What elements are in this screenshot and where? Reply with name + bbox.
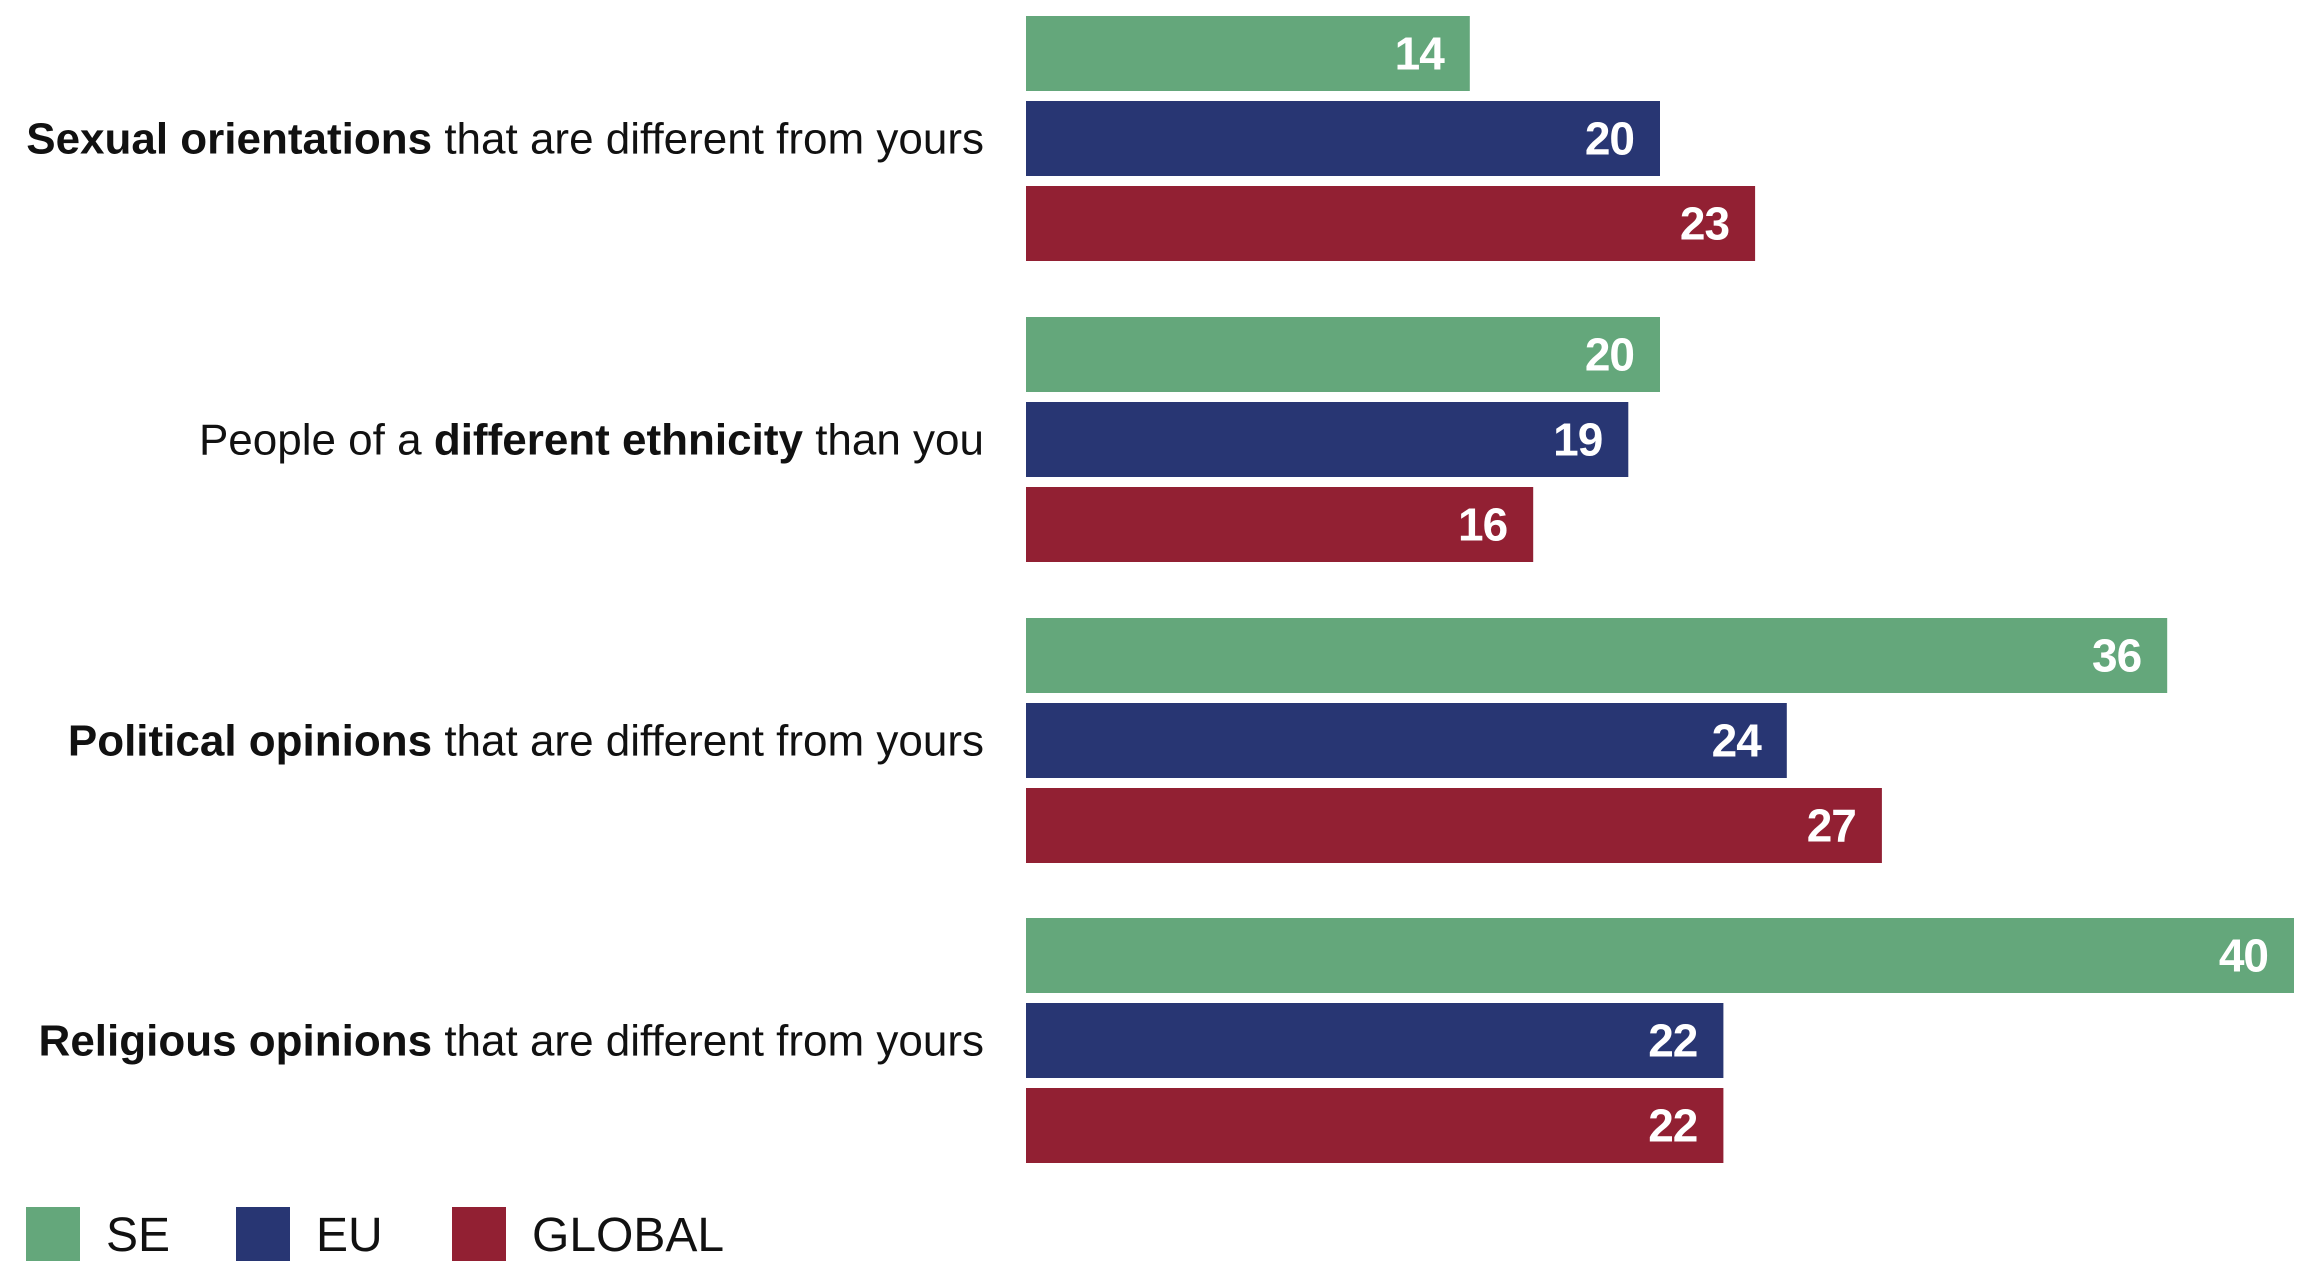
category-label-2-part-1: People of a xyxy=(199,416,434,465)
data-label-eu-3: 24 xyxy=(1712,715,1763,767)
category-label-2: People of a different ethnicity than you xyxy=(199,416,984,465)
bar-eu-2 xyxy=(1026,402,1629,477)
bar-se-1 xyxy=(1026,16,1470,91)
data-label-se-3: 36 xyxy=(2092,630,2141,682)
legend-swatch-se xyxy=(26,1207,80,1261)
data-label-eu-1: 20 xyxy=(1585,113,1634,165)
category-labels: Sexual orientations that are different f… xyxy=(26,115,984,1066)
legend-swatch-eu xyxy=(236,1207,290,1261)
category-label-2-part-2: different ethnicity xyxy=(434,416,804,465)
category-label-1-part-1: Sexual orientations xyxy=(26,115,432,164)
bar-global-1 xyxy=(1026,186,1756,261)
category-label-3-part-2: that are different from yours xyxy=(432,717,984,766)
legend: SE EU GLOBAL xyxy=(26,1207,724,1262)
bar-eu-4 xyxy=(1026,1003,1724,1078)
bar-global-2 xyxy=(1026,487,1534,562)
bar-eu-3 xyxy=(1026,703,1787,778)
category-label-2-part-3: than you xyxy=(803,416,984,465)
data-label-eu-2: 19 xyxy=(1553,414,1602,466)
legend-label-global: GLOBAL xyxy=(532,1209,724,1262)
bar-se-2 xyxy=(1026,317,1660,392)
data-label-se-1: 14 xyxy=(1395,28,1446,80)
legend-swatch-global xyxy=(452,1207,506,1261)
plot-area: 14 20 23 20 19 16 36 24 27 40 22 22 xyxy=(1026,16,2294,1163)
category-label-4-part-2: that are different from yours xyxy=(432,1017,984,1066)
bar-se-4 xyxy=(1026,918,2294,993)
data-label-global-1: 23 xyxy=(1680,198,1729,250)
category-label-3-part-1: Political opinions xyxy=(68,717,432,766)
data-label-global-4: 22 xyxy=(1648,1100,1697,1152)
category-label-1-part-2: that are different from yours xyxy=(432,115,984,164)
legend-label-se: SE xyxy=(106,1209,170,1262)
category-label-3: Political opinions that are different fr… xyxy=(68,717,984,766)
data-label-se-2: 20 xyxy=(1585,329,1634,381)
category-label-4-part-1: Religious opinions xyxy=(39,1017,433,1066)
legend-label-eu: EU xyxy=(316,1209,383,1262)
data-label-global-2: 16 xyxy=(1458,499,1507,551)
data-label-global-3: 27 xyxy=(1807,800,1856,852)
bar-se-3 xyxy=(1026,618,2168,693)
bar-global-3 xyxy=(1026,788,1882,863)
bar-global-4 xyxy=(1026,1088,1724,1163)
data-label-eu-4: 22 xyxy=(1648,1015,1697,1067)
category-label-1: Sexual orientations that are different f… xyxy=(26,115,984,164)
data-label-se-4: 40 xyxy=(2219,930,2268,982)
bar-eu-1 xyxy=(1026,101,1660,176)
category-label-4: Religious opinions that are different fr… xyxy=(39,1017,984,1066)
